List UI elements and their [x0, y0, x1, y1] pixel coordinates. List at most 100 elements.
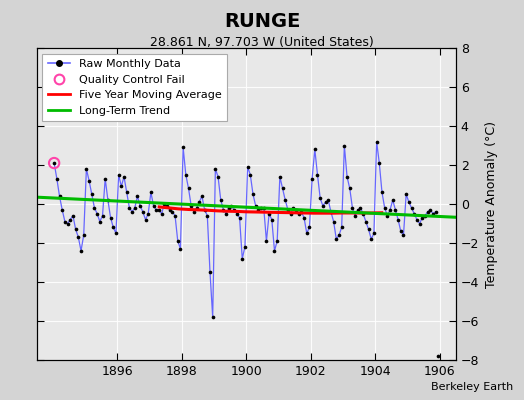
Point: [163, 203, 171, 209]
Point: [432, 209, 440, 215]
Point: [405, 199, 413, 205]
Point: [391, 207, 400, 213]
Point: [281, 197, 289, 203]
Point: [313, 172, 322, 178]
Legend: Raw Monthly Data, Quality Control Fail, Five Year Moving Average, Long-Term Tren: Raw Monthly Data, Quality Control Fail, …: [42, 54, 227, 121]
Point: [259, 205, 268, 211]
Point: [388, 197, 397, 203]
Point: [332, 236, 341, 242]
Point: [373, 138, 381, 145]
Point: [149, 203, 158, 209]
Point: [270, 248, 279, 254]
Point: [402, 191, 410, 198]
Point: [173, 238, 182, 244]
Point: [394, 216, 402, 223]
Point: [287, 210, 295, 217]
Point: [101, 176, 110, 182]
Point: [416, 220, 424, 227]
Point: [58, 207, 67, 213]
Point: [370, 230, 378, 236]
Point: [190, 209, 198, 215]
Point: [418, 214, 427, 221]
Point: [130, 205, 139, 211]
Point: [241, 244, 249, 250]
Point: [413, 216, 421, 223]
Point: [302, 230, 311, 236]
Point: [383, 212, 391, 219]
Point: [305, 224, 314, 230]
Point: [227, 203, 236, 209]
Point: [421, 212, 429, 219]
Point: [300, 214, 308, 221]
Point: [265, 210, 274, 217]
Point: [219, 207, 227, 213]
Point: [69, 212, 77, 219]
Point: [225, 205, 233, 211]
Point: [375, 160, 384, 166]
Point: [330, 218, 338, 225]
Point: [112, 230, 120, 236]
Point: [222, 210, 231, 217]
Point: [340, 142, 348, 149]
Point: [423, 209, 432, 215]
Point: [123, 189, 131, 196]
Point: [203, 212, 212, 219]
Point: [187, 203, 195, 209]
Point: [354, 207, 362, 213]
Point: [114, 172, 123, 178]
Point: [257, 205, 265, 211]
Point: [52, 176, 61, 182]
Point: [117, 183, 126, 190]
Point: [195, 199, 203, 205]
Point: [233, 210, 241, 217]
Point: [166, 207, 174, 213]
Point: [206, 269, 214, 276]
Point: [378, 189, 386, 196]
Point: [364, 226, 373, 232]
Point: [399, 232, 408, 238]
Point: [235, 214, 244, 221]
Point: [157, 210, 166, 217]
Point: [128, 209, 136, 215]
Point: [292, 207, 300, 213]
Point: [316, 195, 324, 201]
Point: [335, 232, 343, 238]
Point: [321, 199, 330, 205]
Point: [139, 209, 147, 215]
Point: [61, 218, 69, 225]
Point: [88, 191, 96, 198]
Point: [99, 212, 107, 219]
Point: [337, 224, 346, 230]
Point: [82, 166, 91, 172]
Point: [297, 209, 305, 215]
Point: [160, 201, 169, 207]
Point: [198, 193, 206, 199]
Point: [252, 203, 260, 209]
Point: [155, 207, 163, 213]
Point: [136, 203, 144, 209]
Point: [410, 210, 419, 217]
Point: [168, 209, 177, 215]
Point: [244, 164, 252, 170]
Point: [434, 353, 442, 359]
Point: [63, 220, 72, 227]
Point: [144, 210, 152, 217]
Point: [50, 160, 58, 166]
Point: [179, 144, 187, 151]
Point: [276, 174, 284, 180]
Point: [152, 207, 160, 213]
Point: [96, 218, 104, 225]
Point: [324, 197, 332, 203]
Point: [294, 210, 303, 217]
Point: [426, 207, 434, 213]
Point: [141, 216, 150, 223]
Point: [273, 238, 281, 244]
Point: [407, 205, 416, 211]
Point: [211, 166, 220, 172]
Point: [109, 224, 117, 230]
Point: [327, 209, 335, 215]
Point: [348, 205, 357, 211]
Point: [201, 207, 209, 213]
Point: [356, 205, 365, 211]
Y-axis label: Temperature Anomaly (°C): Temperature Anomaly (°C): [485, 120, 498, 288]
